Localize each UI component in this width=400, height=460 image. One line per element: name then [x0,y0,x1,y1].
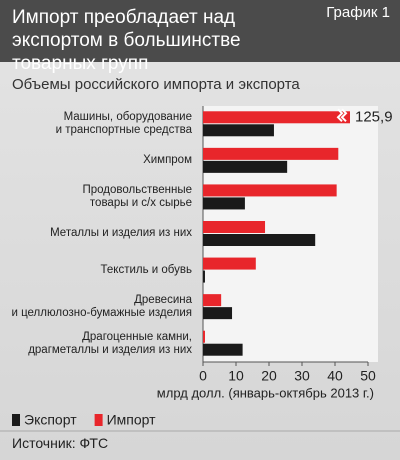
legend-label: Импорт [107,412,157,428]
category-label: Машины, оборудование и транспортные сред… [55,111,192,137]
legend-label: Экспорт [24,412,77,428]
category-label: Древесина и целлюлозно-бумажные изделия [11,294,192,320]
x-tick-label: 30 [294,368,310,384]
bar [203,111,350,124]
bar [203,234,316,246]
x-tick-label: 10 [228,368,244,384]
bar [203,343,243,356]
bar [203,294,222,307]
x-tick-label: 20 [261,368,277,384]
bar [203,160,288,173]
subtitle: Объемы российского импорта и экспорта [12,76,300,93]
bar [203,330,205,343]
bar [203,184,337,197]
x-tick-label: 40 [327,368,343,384]
category-label: Драгоценные камни, драгметаллы и изделия… [28,330,192,356]
bar [203,197,245,210]
x-axis-label: млрд долл. (январь-октябрь 2013 г.) [157,385,374,400]
legend-swatch [94,414,103,426]
category-label: Металлы и изделия из них [50,227,192,239]
value-label: 125,9 [355,108,393,125]
bar [203,221,266,233]
source: Источник: ФТС [12,435,109,451]
category-label: Продовольственные товары и с/х сырье [82,184,193,210]
legend-swatch [12,414,20,426]
x-tick-label: 50 [360,368,376,384]
category-label: Химпром [143,153,192,166]
x-tick-label: 0 [199,368,207,384]
axis-break [336,108,348,122]
bar [203,257,256,270]
badge: График 1 [326,4,390,21]
header [0,0,400,62]
bar [203,147,339,160]
chart-title: Импорт преобладает над экспортом в больш… [12,7,241,74]
category-label: Текстиль и обувь [100,263,192,276]
bar [203,124,274,137]
bar [203,270,205,283]
bar [203,307,233,320]
